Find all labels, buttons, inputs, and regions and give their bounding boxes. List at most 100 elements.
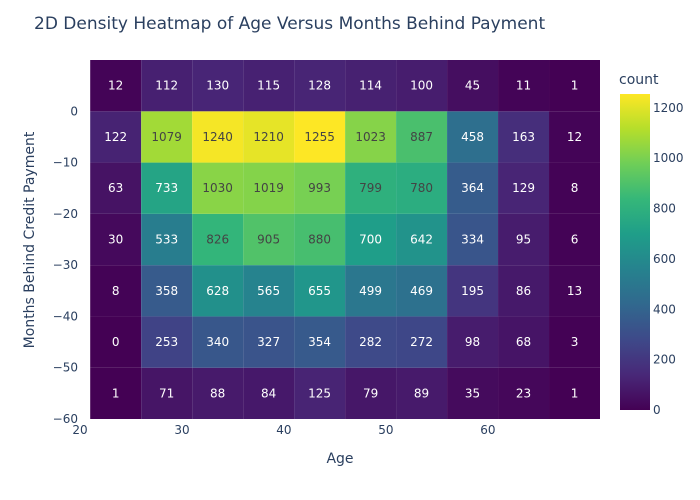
cell-value-label: 533 bbox=[155, 233, 178, 247]
cell-value-label: 880 bbox=[308, 233, 331, 247]
x-tick-label: 20 bbox=[72, 423, 87, 437]
heatmap-cell bbox=[345, 265, 397, 317]
heatmap-cell bbox=[90, 265, 142, 317]
cell-value-label: 195 bbox=[461, 284, 484, 298]
heatmap-cell bbox=[345, 60, 397, 112]
heatmap-cell bbox=[498, 111, 550, 163]
cell-value-label: 8 bbox=[571, 181, 579, 195]
heatmap-cell bbox=[192, 162, 244, 214]
heatmap-cell bbox=[141, 162, 193, 214]
colorbar-tick-label: 600 bbox=[653, 252, 676, 266]
colorbar-title: count bbox=[619, 72, 659, 88]
heatmap-cell bbox=[498, 265, 550, 317]
cell-value-label: 79 bbox=[363, 386, 378, 400]
cell-value-label: 1 bbox=[571, 79, 579, 93]
heatmap-cell bbox=[141, 213, 193, 266]
heatmap-cell bbox=[549, 367, 600, 419]
heatmap-cell bbox=[243, 213, 295, 266]
heatmap-cell bbox=[447, 316, 499, 368]
heatmap-cell bbox=[294, 367, 346, 419]
heatmap-cell bbox=[192, 213, 244, 266]
cell-value-label: 733 bbox=[155, 181, 178, 195]
cell-value-label: 8 bbox=[112, 284, 120, 298]
cell-value-label: 799 bbox=[359, 181, 382, 195]
colorbar-ticks: 0 200 400 600 800 1000 1200 bbox=[653, 101, 684, 417]
cell-value-label: 905 bbox=[257, 233, 280, 247]
heatmap-cell bbox=[243, 367, 295, 419]
heatmap-cell bbox=[141, 265, 193, 317]
colorbar bbox=[620, 94, 650, 410]
cell-value-label: 1255 bbox=[304, 130, 335, 144]
colorbar-tick-label: 1200 bbox=[653, 101, 684, 115]
heatmap-cell bbox=[294, 265, 346, 317]
cell-value-label: 499 bbox=[359, 284, 382, 298]
cell-value-label: 12 bbox=[108, 79, 123, 93]
heatmap-cell bbox=[498, 367, 550, 419]
cell-value-label: 642 bbox=[410, 233, 433, 247]
cell-value-label: 1019 bbox=[253, 181, 284, 195]
heatmap-cell bbox=[294, 316, 346, 368]
cell-value-label: 115 bbox=[257, 79, 280, 93]
cell-value-label: 282 bbox=[359, 335, 382, 349]
cell-value-label: 354 bbox=[308, 335, 331, 349]
heatmap-cell bbox=[90, 213, 142, 266]
cell-value-label: 163 bbox=[512, 130, 535, 144]
cell-value-label: 122 bbox=[104, 130, 127, 144]
cell-value-label: 887 bbox=[410, 130, 433, 144]
cell-value-label: 1 bbox=[571, 386, 579, 400]
cell-value-label: 130 bbox=[206, 79, 229, 93]
heatmap-cell bbox=[141, 316, 193, 368]
heatmap-cell bbox=[192, 316, 244, 368]
heatmap-cell bbox=[243, 162, 295, 214]
colorbar-tick-label: 0 bbox=[653, 403, 661, 417]
y-tick-label: −50 bbox=[53, 361, 78, 375]
colorbar-tick-label: 800 bbox=[653, 202, 676, 216]
heatmap-cell bbox=[90, 316, 142, 368]
cell-value-label: 12 bbox=[567, 130, 582, 144]
cell-value-label: 628 bbox=[206, 284, 229, 298]
heatmap-cell bbox=[396, 111, 448, 163]
heatmap-cell bbox=[192, 111, 244, 163]
cell-value-label: 71 bbox=[159, 386, 174, 400]
heatmap-cell bbox=[294, 111, 346, 163]
heatmap-cell bbox=[396, 367, 448, 419]
heatmap-cell bbox=[498, 162, 550, 214]
chart-title: 2D Density Heatmap of Age Versus Months … bbox=[34, 14, 545, 34]
cell-value-label: 35 bbox=[465, 386, 480, 400]
x-tick-label: 50 bbox=[378, 423, 393, 437]
heatmap-cell bbox=[192, 265, 244, 317]
cell-value-label: 1 bbox=[112, 386, 120, 400]
x-tick-label: 60 bbox=[480, 423, 495, 437]
heatmap-cell bbox=[141, 60, 193, 112]
heatmap-cell bbox=[396, 213, 448, 266]
cell-value-label: 340 bbox=[206, 335, 229, 349]
colorbar-tick-label: 400 bbox=[653, 302, 676, 316]
heatmap-cells bbox=[90, 60, 600, 419]
heatmap-cell bbox=[345, 316, 397, 368]
heatmap-cell bbox=[447, 162, 499, 214]
heatmap-cell bbox=[549, 265, 600, 317]
cell-value-label: 3 bbox=[571, 335, 579, 349]
heatmap-cell bbox=[141, 111, 193, 163]
cell-value-label: 700 bbox=[359, 233, 382, 247]
heatmap-cell bbox=[447, 60, 499, 112]
cell-value-label: 63 bbox=[108, 181, 123, 195]
cell-value-label: 6 bbox=[571, 233, 579, 247]
heatmap-cell bbox=[498, 213, 550, 266]
cell-value-label: 469 bbox=[410, 284, 433, 298]
heatmap-cell bbox=[192, 367, 244, 419]
heatmap-cell bbox=[396, 162, 448, 214]
cell-value-label: 272 bbox=[410, 335, 433, 349]
cell-value-label: 1079 bbox=[151, 130, 182, 144]
heatmap-cell bbox=[549, 60, 600, 112]
cell-value-label: 128 bbox=[308, 79, 331, 93]
heatmap-cell bbox=[243, 60, 295, 112]
x-tick-label: 30 bbox=[174, 423, 189, 437]
heatmap-cell bbox=[498, 60, 550, 112]
heatmap-cell bbox=[549, 162, 600, 214]
cell-value-label: 23 bbox=[516, 386, 531, 400]
cell-value-label: 89 bbox=[414, 386, 429, 400]
cell-value-label: 129 bbox=[512, 181, 535, 195]
y-tick-label: −30 bbox=[53, 258, 78, 272]
heatmap-cell bbox=[396, 265, 448, 317]
